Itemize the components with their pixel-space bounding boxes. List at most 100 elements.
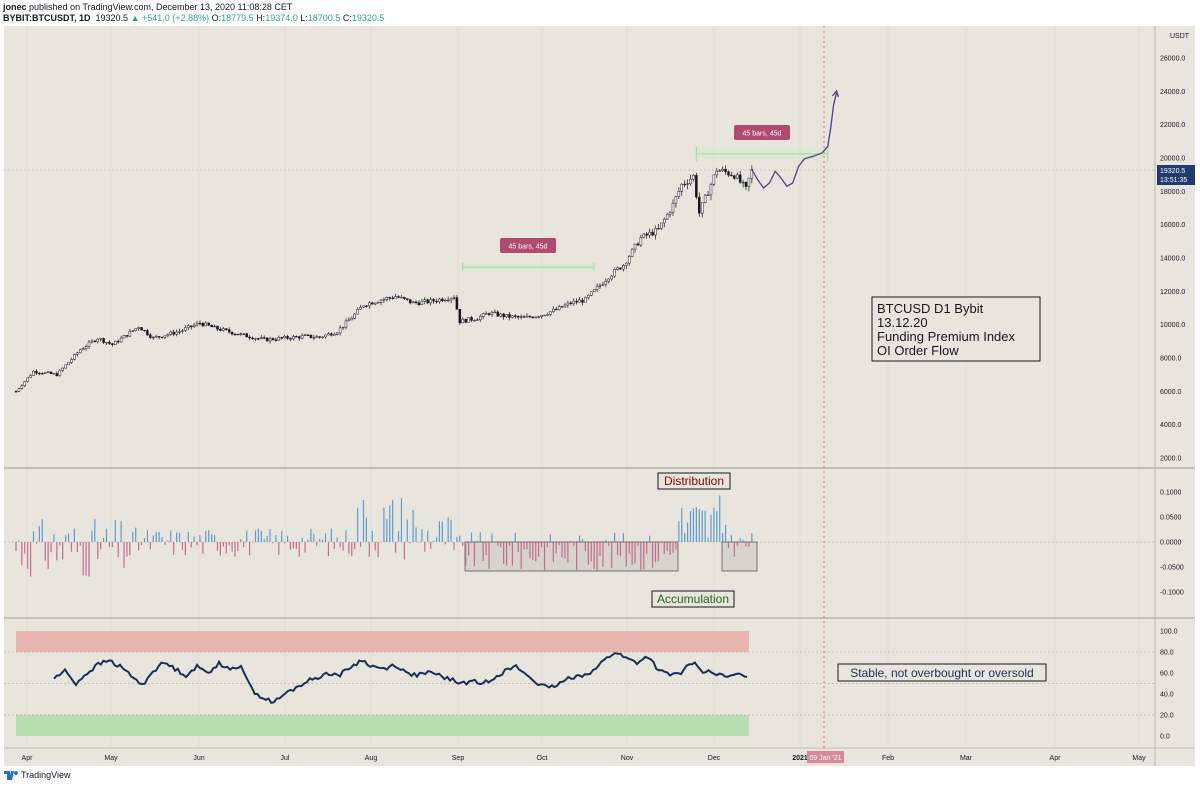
high-value: 19374.0 [265, 13, 298, 23]
candle-body [674, 196, 678, 204]
projection-path [751, 92, 838, 189]
candle-body [245, 333, 248, 338]
pane-borders [4, 26, 1195, 766]
candle-body [566, 302, 570, 306]
candle-body [146, 330, 149, 336]
candle-body [236, 333, 240, 336]
oscillator-note-box: Stable, not overbought or oversold [837, 663, 1047, 682]
candle-body [712, 174, 716, 185]
candle-body [467, 317, 470, 323]
accumulation-frame [651, 590, 735, 608]
cursor-date-text: 09 Jan '21 [809, 755, 841, 762]
publish-text: published on TradingView.com, December 1… [29, 2, 293, 12]
candle-body [441, 298, 444, 302]
candle-body [435, 300, 438, 303]
candle-body [613, 269, 616, 277]
candle-body [584, 297, 587, 303]
accumulation-zone-2 [721, 541, 758, 572]
candle-body [359, 306, 362, 310]
candle-body [426, 299, 429, 304]
funding-tick-label: -0.0500 [1160, 565, 1184, 572]
time-axis[interactable]: Apr May Jun Jul Aug Sep Oct Nov Dec 2021 Feb Mar Apr… [22, 755, 1147, 762]
candle-body [563, 304, 567, 308]
candle-body [309, 334, 313, 338]
candle-body [38, 372, 41, 375]
funding-pane: Distribution Accumulation [15, 472, 758, 608]
candle-body [222, 328, 225, 331]
time-tick-label: Mar [960, 755, 973, 762]
candle-body [58, 370, 62, 377]
candle-body [187, 325, 190, 329]
candle-body [233, 333, 237, 336]
candle-body [248, 336, 251, 339]
oscillator-tick-label: 0.0 [1160, 734, 1170, 741]
candle-body [575, 300, 578, 303]
time-tick-label: Feb [882, 755, 894, 762]
candle-body [403, 296, 406, 299]
candle-body [455, 297, 459, 310]
candle-body [227, 329, 231, 333]
candle-body [665, 213, 669, 220]
candle-body [134, 328, 137, 331]
candle-body [461, 318, 465, 324]
candle-body [452, 297, 456, 299]
candle-body [46, 371, 50, 374]
candle-body [735, 174, 739, 179]
candle-body [587, 295, 590, 298]
candle-body [178, 331, 181, 333]
candle-body [654, 228, 657, 236]
price-tick-label: 16000.0 [1160, 222, 1185, 229]
candle-body [312, 337, 316, 339]
candle-body [700, 202, 704, 214]
candle-body [207, 322, 210, 326]
last-price-badge-value: 19320.5 [1160, 168, 1185, 175]
candle-body [394, 296, 397, 299]
candle-body [744, 181, 748, 187]
candle-body [230, 331, 234, 335]
accumulation-label-box: Accumulation [651, 590, 735, 608]
candle-body [55, 373, 59, 377]
chart-header: jonec published on TradingView.com, Dece… [0, 0, 1200, 26]
funding-bars [15, 495, 753, 577]
publisher-name[interactable]: jonec [3, 2, 27, 12]
candle-body [166, 334, 170, 337]
candle-body [496, 311, 500, 317]
candle-body [251, 337, 254, 340]
candle-body [554, 308, 558, 311]
candle-body [727, 171, 730, 176]
candle-body [610, 275, 613, 280]
candle-body [163, 335, 167, 338]
candle-body [578, 299, 581, 303]
price-axis[interactable]: 26000.0 24000.0 22000.0 20000.0 18000.0 16000… [1160, 56, 1185, 741]
candle-body [265, 337, 269, 342]
candle-body [733, 175, 736, 179]
tradingview-logo[interactable]: TradingView [4, 770, 71, 780]
candle-body [370, 302, 374, 305]
candle-body [108, 341, 111, 344]
candle-body [189, 325, 193, 328]
candle-body [93, 340, 97, 343]
candle-body [224, 328, 228, 330]
last-price-countdown: 13:51:35 [1160, 177, 1187, 184]
time-tick-label: 2021 [792, 755, 808, 762]
candle-body [639, 237, 643, 246]
tradingview-brand: TradingView [21, 770, 71, 780]
candle-body [125, 335, 129, 337]
publish-line: jonec published on TradingView.com, Dece… [3, 2, 292, 12]
candle-body [111, 343, 114, 346]
symbol-label: BYBIT:BTCUSDT, 1D [3, 13, 91, 23]
time-tick-label: Sep [452, 755, 465, 762]
time-tick-label: Oct [537, 755, 548, 762]
candle-body [219, 328, 222, 331]
chart-background [4, 26, 1195, 766]
candle-body [423, 299, 427, 302]
candle-body [636, 243, 640, 246]
candle-body [52, 373, 56, 375]
accumulation-label: Accumulation [657, 592, 729, 606]
candle-body [204, 322, 208, 327]
candle-body [750, 169, 754, 179]
candle-body [625, 262, 628, 266]
candle-body [648, 231, 651, 236]
oscillator-line [53, 652, 748, 705]
